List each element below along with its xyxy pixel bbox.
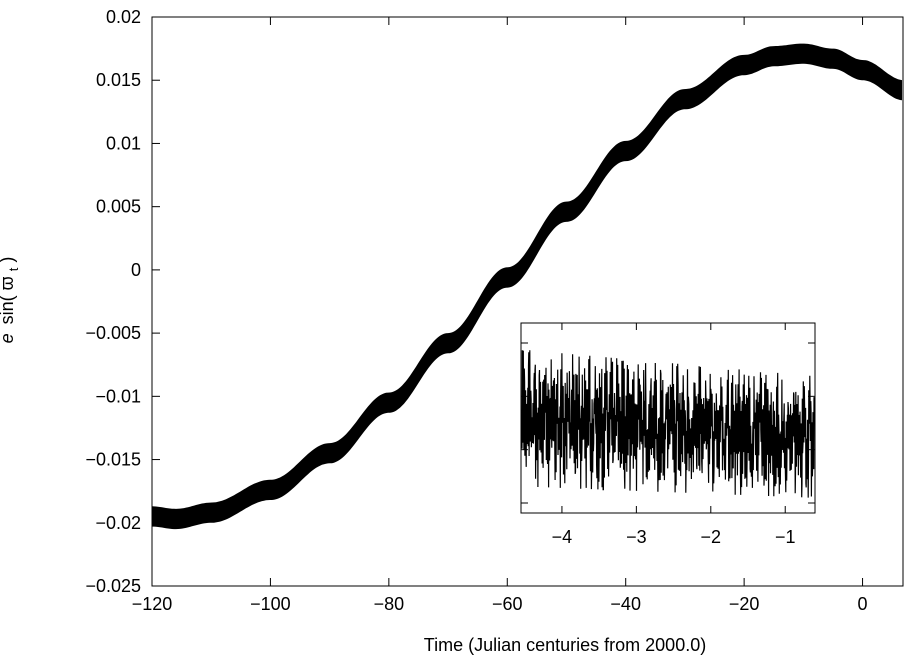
inset-plot-frame — [520, 322, 816, 514]
y-tick-label: 0 — [131, 260, 141, 280]
y-tick-label: 0.02 — [106, 7, 141, 27]
inset-y-axis-ticks — [521, 342, 815, 504]
inset-x-tick-label: −4 — [552, 527, 573, 547]
x-tick-label: −80 — [374, 594, 405, 614]
y-axis-title-subscript: t — [6, 267, 21, 271]
y-tick-label: −0.005 — [85, 323, 141, 343]
x-axis-title: Time (Julian centuries from 2000.0) — [424, 635, 706, 655]
y-axis-title-close: ) — [0, 257, 17, 263]
y-axis-title: e sin( ϖ t ) — [0, 257, 22, 344]
inset-x-tick-label: −3 — [626, 527, 647, 547]
y-tick-label: 0.015 — [96, 70, 141, 90]
y-axis-title-var: e — [0, 333, 17, 343]
y-tick-label: 0.01 — [106, 133, 141, 153]
y-tick-label: −0.015 — [85, 450, 141, 470]
main-x-axis-ticks: −120 −100 −80 −60 −40 −20 0 — [132, 17, 868, 614]
main-y-axis-ticks: −0.025 −0.02 −0.015 −0.01 −0.005 0 0.005 0.01 0.… — [85, 7, 160, 596]
main-plot: −120 −100 −80 −60 −40 −20 0 −0.025−0.02−0.015−… — [0, 7, 904, 655]
y-tick-label: 0.005 — [96, 197, 141, 217]
inset-x-tick-label: −2 — [701, 527, 722, 547]
x-tick-label: −100 — [250, 594, 291, 614]
y-tick-label: −0.02 — [95, 513, 141, 533]
y-tick-label: −0.025 — [85, 576, 141, 596]
inset-series-line — [521, 350, 815, 498]
inset-x-tick-label: −1 — [775, 527, 796, 547]
inset-plot: −4 −3 −2 −1 — [520, 322, 816, 547]
x-tick-label: −120 — [132, 594, 173, 614]
x-tick-label: −20 — [729, 594, 760, 614]
y-axis-title-fn: sin( — [0, 295, 17, 324]
x-tick-label: −40 — [610, 594, 641, 614]
main-plot-frame — [151, 16, 904, 587]
x-tick-label: −60 — [492, 594, 523, 614]
inset-x-axis-ticks: −4 −3 −2 −1 — [552, 323, 796, 547]
y-axis-title-symbol: ϖ — [0, 276, 17, 290]
x-tick-label: 0 — [858, 594, 868, 614]
inset-series-trace — [521, 350, 815, 498]
y-tick-label: −0.01 — [95, 386, 141, 406]
